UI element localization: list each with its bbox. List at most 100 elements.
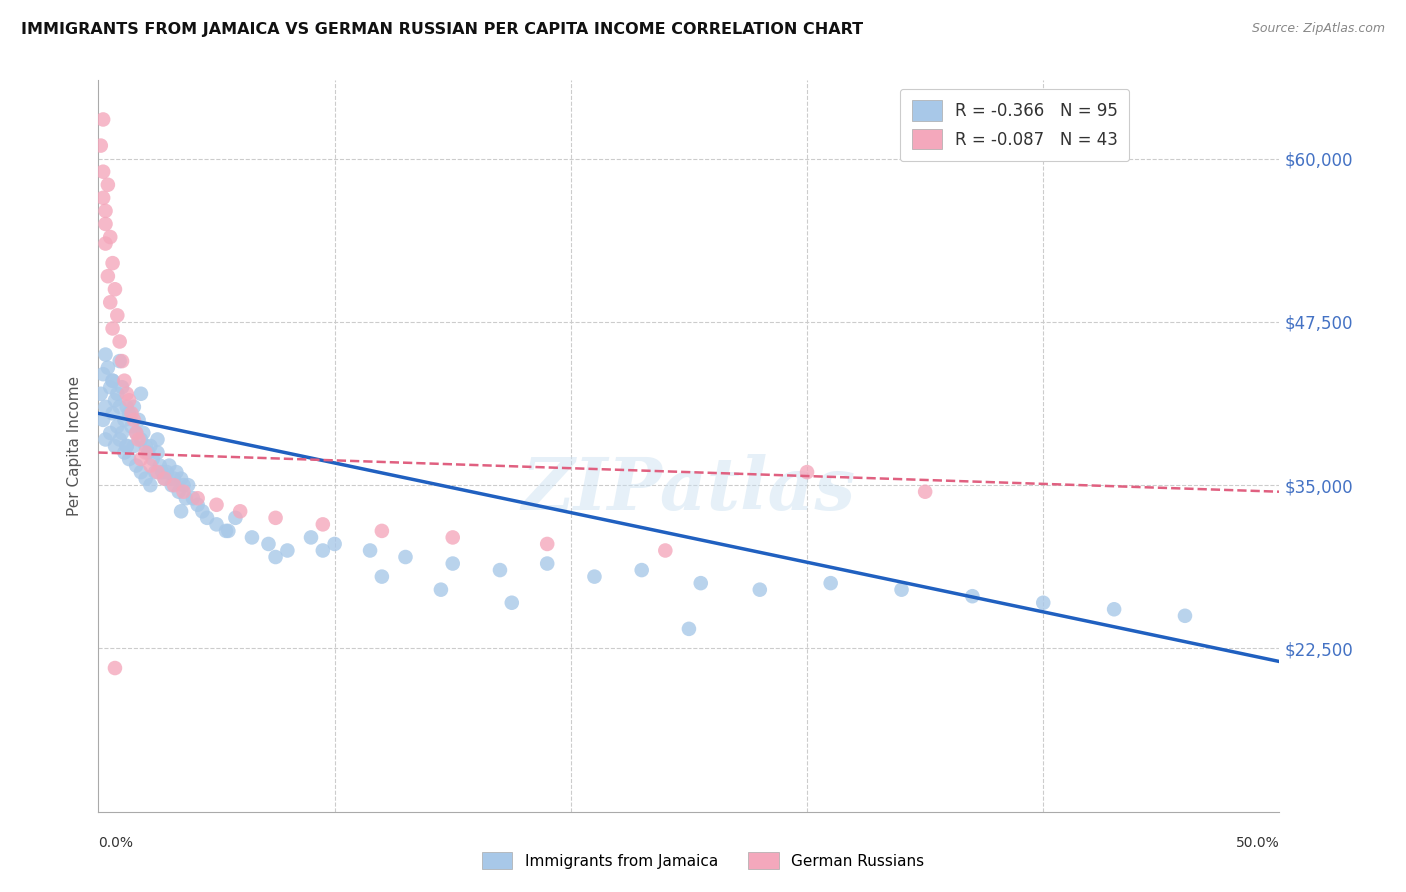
Point (371, 524, 394, 538)
Point (112, 374, 135, 388)
Point (98, 425, 121, 440)
Point (890, 582, 912, 597)
Point (108, 400, 131, 414)
Point (149, 458, 172, 473)
Point (264, 511, 287, 525)
Point (111, 380, 134, 394)
Point (125, 425, 148, 440)
Point (115, 439, 138, 453)
Point (312, 543, 335, 558)
Point (90, 386, 112, 401)
Point (177, 478, 200, 492)
Point (163, 478, 186, 492)
Point (163, 472, 186, 486)
Point (115, 439, 138, 453)
Y-axis label: Per Capita Income: Per Capita Income (67, 376, 83, 516)
Point (128, 413, 150, 427)
Point (129, 465, 152, 479)
Point (205, 517, 228, 532)
Point (101, 256, 124, 270)
Point (91, 413, 114, 427)
Point (654, 543, 676, 558)
Point (146, 433, 169, 447)
Point (122, 400, 145, 414)
Point (135, 472, 157, 486)
Point (157, 458, 180, 473)
Point (489, 563, 512, 577)
Point (139, 458, 162, 473)
Point (224, 511, 246, 525)
Point (139, 478, 162, 492)
Point (104, 661, 127, 675)
Point (146, 465, 169, 479)
Point (536, 537, 558, 551)
Point (98, 295, 121, 310)
Point (187, 491, 209, 506)
Point (165, 465, 187, 479)
Point (104, 393, 127, 408)
Point (105, 386, 128, 401)
Point (160, 478, 183, 492)
Point (97, 178, 120, 192)
Point (118, 393, 141, 408)
Text: IMMIGRANTS FROM JAMAICA VS GERMAN RUSSIAN PER CAPITA INCOME CORRELATION CHART: IMMIGRANTS FROM JAMAICA VS GERMAN RUSSIA… (21, 22, 863, 37)
Point (914, 484, 936, 499)
Point (820, 576, 842, 591)
Point (101, 406, 124, 420)
Point (299, 530, 322, 544)
Point (91, 112, 114, 127)
Point (118, 406, 141, 420)
Point (678, 622, 700, 636)
Point (115, 400, 138, 414)
Point (181, 491, 204, 506)
Point (98, 230, 121, 244)
Point (108, 433, 131, 447)
Point (205, 498, 228, 512)
Point (172, 484, 194, 499)
Point (170, 472, 193, 486)
Point (94, 348, 117, 362)
Point (689, 576, 711, 591)
Point (105, 419, 128, 434)
Point (129, 433, 152, 447)
Point (108, 354, 131, 368)
Point (139, 439, 162, 453)
Point (105, 309, 128, 323)
Point (125, 458, 148, 473)
Point (136, 445, 159, 459)
Legend: Immigrants from Jamaica, German Russians: Immigrants from Jamaica, German Russians (475, 846, 931, 875)
Text: 0.0%: 0.0% (98, 836, 134, 850)
Point (174, 491, 197, 506)
Point (121, 419, 143, 434)
Point (217, 524, 239, 538)
Point (94, 217, 117, 231)
Point (430, 582, 453, 597)
Point (748, 582, 770, 597)
Point (98, 380, 121, 394)
Point (122, 413, 145, 427)
Point (129, 386, 152, 401)
Point (94, 203, 117, 218)
Point (153, 472, 176, 486)
Point (501, 596, 523, 610)
Point (91, 164, 114, 178)
Point (97, 360, 120, 375)
Point (94, 236, 117, 251)
Point (112, 413, 135, 427)
Point (962, 589, 984, 603)
Point (229, 504, 252, 518)
Point (215, 524, 238, 538)
Point (122, 439, 145, 453)
Point (135, 445, 157, 459)
Point (111, 425, 134, 440)
Point (91, 367, 114, 381)
Point (191, 504, 214, 518)
Point (187, 498, 209, 512)
Point (94, 433, 117, 447)
Point (91, 191, 114, 205)
Point (108, 334, 131, 349)
Point (104, 439, 127, 453)
Point (630, 563, 652, 577)
Point (1174, 608, 1197, 623)
Point (150, 465, 173, 479)
